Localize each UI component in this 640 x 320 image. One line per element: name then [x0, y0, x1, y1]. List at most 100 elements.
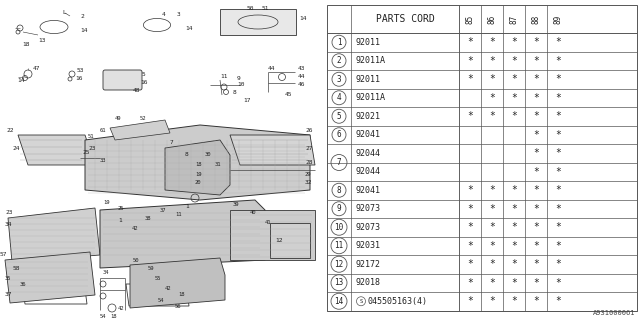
- Text: 92073: 92073: [356, 223, 381, 232]
- Text: *: *: [511, 204, 517, 214]
- Polygon shape: [100, 200, 265, 268]
- Text: *: *: [489, 278, 495, 288]
- Text: *: *: [511, 296, 517, 306]
- Text: *: *: [533, 204, 539, 214]
- Text: 47: 47: [33, 66, 40, 70]
- Polygon shape: [110, 120, 170, 140]
- Text: 17: 17: [243, 98, 250, 102]
- Text: 14: 14: [334, 297, 344, 306]
- Text: 49: 49: [115, 116, 122, 121]
- Text: 20: 20: [195, 180, 202, 185]
- Text: 14: 14: [80, 28, 88, 34]
- Text: *: *: [533, 259, 539, 269]
- Text: 37: 37: [160, 207, 166, 212]
- Text: 43: 43: [298, 66, 305, 70]
- Text: *: *: [533, 167, 539, 177]
- Polygon shape: [230, 210, 315, 260]
- Text: *: *: [511, 37, 517, 47]
- Text: *: *: [533, 130, 539, 140]
- Text: 23: 23: [88, 146, 95, 150]
- Text: 3: 3: [337, 75, 341, 84]
- Text: 92011: 92011: [356, 38, 381, 47]
- Text: *: *: [533, 222, 539, 232]
- Polygon shape: [165, 140, 230, 195]
- Text: 92011A: 92011A: [356, 56, 386, 65]
- Text: 7: 7: [170, 140, 173, 146]
- Text: 8: 8: [337, 186, 341, 195]
- Bar: [327, 5, 637, 310]
- Text: 27: 27: [305, 146, 312, 150]
- Bar: [270, 223, 310, 258]
- Text: *: *: [489, 56, 495, 66]
- Text: 32: 32: [305, 180, 312, 185]
- Text: 88: 88: [531, 14, 541, 24]
- Text: 45: 45: [285, 92, 292, 98]
- Text: *: *: [533, 185, 539, 195]
- Text: *: *: [555, 111, 561, 121]
- Text: 92044: 92044: [356, 149, 381, 158]
- Text: 39: 39: [233, 203, 239, 207]
- Text: *: *: [511, 222, 517, 232]
- Text: 12: 12: [275, 237, 282, 243]
- Text: *: *: [467, 296, 473, 306]
- Text: 92031: 92031: [356, 241, 381, 250]
- Text: 37: 37: [5, 292, 13, 298]
- Text: 4: 4: [337, 93, 341, 102]
- Text: 51: 51: [262, 5, 269, 11]
- Text: *: *: [467, 56, 473, 66]
- Polygon shape: [5, 252, 95, 303]
- Text: 26: 26: [305, 127, 312, 132]
- Text: 25: 25: [82, 150, 90, 156]
- Text: *: *: [489, 222, 495, 232]
- Text: *: *: [555, 259, 561, 269]
- Text: *: *: [555, 296, 561, 306]
- Text: *: *: [555, 241, 561, 251]
- Text: *: *: [533, 37, 539, 47]
- Text: *: *: [511, 74, 517, 84]
- Text: 87: 87: [509, 14, 518, 24]
- Text: 59: 59: [148, 266, 154, 270]
- Text: *: *: [555, 278, 561, 288]
- Text: 56: 56: [175, 305, 182, 309]
- Text: 92041: 92041: [356, 186, 381, 195]
- Text: *: *: [467, 37, 473, 47]
- Text: 42: 42: [165, 285, 172, 291]
- Text: 44: 44: [268, 66, 275, 70]
- Text: 92044: 92044: [356, 167, 381, 176]
- Text: 18: 18: [110, 314, 116, 318]
- Text: 50: 50: [247, 5, 255, 11]
- Text: 16: 16: [140, 79, 147, 84]
- Text: 13: 13: [38, 37, 45, 43]
- Text: 8: 8: [233, 91, 237, 95]
- Text: 24: 24: [12, 146, 19, 150]
- Text: 48: 48: [133, 87, 141, 92]
- Text: *: *: [489, 185, 495, 195]
- Text: 38: 38: [145, 215, 152, 220]
- Text: *: *: [555, 222, 561, 232]
- Text: 9: 9: [337, 204, 341, 213]
- Text: *: *: [533, 74, 539, 84]
- Text: *: *: [489, 37, 495, 47]
- Text: *: *: [467, 74, 473, 84]
- Text: 19: 19: [103, 201, 109, 205]
- Text: 46: 46: [298, 82, 305, 86]
- Text: 92073: 92073: [356, 204, 381, 213]
- Text: L: L: [62, 10, 66, 14]
- Text: 33: 33: [100, 157, 106, 163]
- Text: 4: 4: [162, 12, 166, 17]
- Text: 1: 1: [185, 204, 189, 209]
- Text: 50: 50: [133, 258, 140, 262]
- Text: 55: 55: [155, 276, 161, 281]
- Text: 11: 11: [334, 241, 344, 250]
- Text: 14: 14: [17, 77, 24, 83]
- Text: *: *: [533, 93, 539, 103]
- Text: *: *: [489, 111, 495, 121]
- Text: *: *: [555, 130, 561, 140]
- Text: *: *: [555, 185, 561, 195]
- Text: 40: 40: [250, 211, 257, 215]
- Text: *: *: [555, 148, 561, 158]
- Text: *: *: [533, 111, 539, 121]
- Text: 5: 5: [337, 112, 341, 121]
- Text: *: *: [555, 204, 561, 214]
- Text: A931000061: A931000061: [593, 310, 635, 316]
